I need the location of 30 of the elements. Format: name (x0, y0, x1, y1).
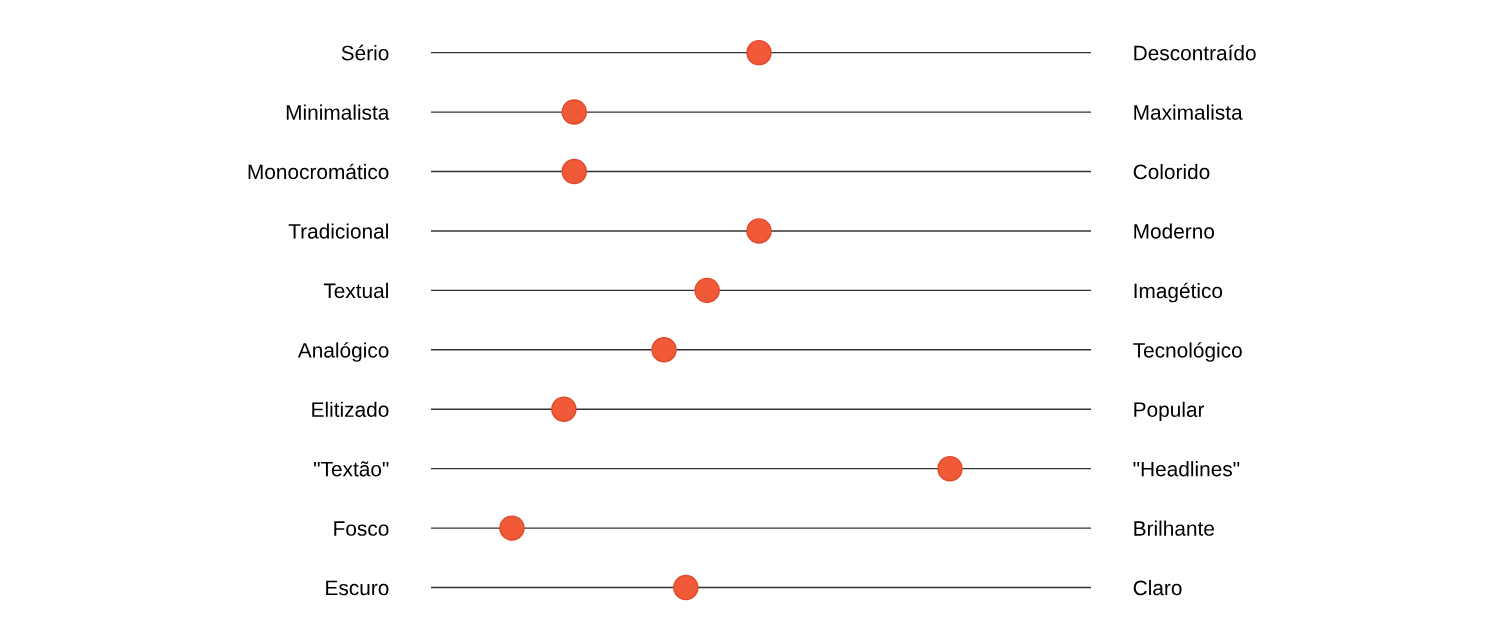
point (746, 39, 772, 66)
y2-tick-label: Moderno (1134, 223, 1215, 239)
y-tick-label: Minimalista (286, 104, 390, 120)
y2-tick-label: Tecnológico (1133, 342, 1242, 362)
y-tick-label: Tradicional (288, 223, 388, 239)
point (694, 277, 720, 304)
y2-tick-label: Descontraído (1134, 44, 1256, 61)
point (561, 99, 587, 125)
point (551, 396, 577, 422)
y-tick-label: Fosco (334, 521, 389, 536)
y-tick-label: Textual (323, 282, 388, 299)
y2-tick-label: Imagético (1134, 282, 1223, 303)
y-tick-label: Escuro (326, 580, 389, 596)
y-tick-label: Sério (341, 44, 389, 61)
y2-tick-label: Maximalista (1134, 104, 1243, 120)
point (651, 337, 677, 363)
y2-tick-label: Popular (1134, 401, 1205, 422)
y-tick-label: "Textão" (314, 461, 389, 477)
y2-tick-label: Colorido (1133, 163, 1210, 180)
point (499, 515, 525, 541)
point (937, 455, 963, 482)
y2-tick-label: Claro (1133, 579, 1182, 596)
point (746, 218, 772, 244)
y2-tick-label: "Headlines" (1133, 461, 1240, 477)
point (561, 158, 587, 185)
y-tick-label: Analógico (297, 342, 389, 362)
y-tick-label: Elitizado (312, 401, 389, 417)
point (673, 574, 699, 601)
y2-tick-label: Brilhante (1134, 520, 1214, 536)
y-tick-label: Monocromático (248, 163, 389, 180)
